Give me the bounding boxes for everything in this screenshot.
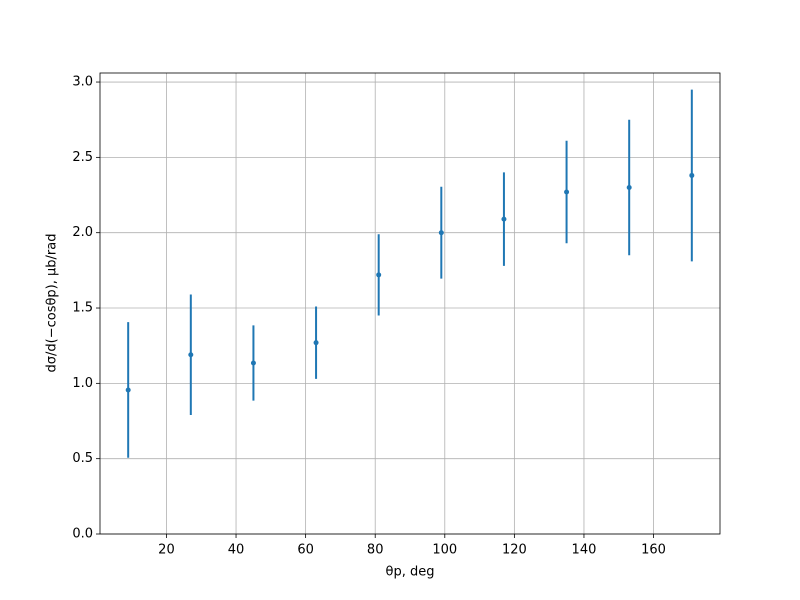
data-point — [125, 387, 131, 393]
data-point — [313, 340, 319, 346]
x-tick-label: 100 — [432, 543, 457, 558]
data-point — [188, 352, 194, 358]
x-tick-label: 160 — [641, 543, 666, 558]
y-tick-label: 0.5 — [72, 451, 93, 466]
y-tick-label: 2.0 — [72, 225, 93, 240]
x-tick-label: 40 — [228, 543, 245, 558]
y-tick-label: 1.5 — [72, 301, 93, 316]
data-point — [626, 184, 632, 190]
x-tick-label: 80 — [367, 543, 384, 558]
data-point — [689, 172, 695, 178]
data-point — [501, 216, 507, 222]
data-point — [376, 272, 382, 278]
data-point — [438, 230, 444, 236]
y-tick-label: 0.0 — [72, 527, 93, 542]
x-tick-label: 60 — [297, 543, 314, 558]
data-point — [564, 189, 570, 195]
x-axis-label: θp, deg — [386, 565, 435, 580]
x-tick-label: 140 — [572, 543, 597, 558]
x-tick-label: 120 — [502, 543, 527, 558]
x-tick-label: 20 — [158, 543, 175, 558]
y-tick-label: 3.0 — [72, 75, 93, 90]
y-tick-label: 1.0 — [72, 376, 93, 391]
data-point — [250, 360, 256, 366]
y-tick-label: 2.5 — [72, 150, 93, 165]
plot-frame — [99, 72, 721, 535]
y-axis-label: dσ/d(−cosθp), µb/rad — [45, 234, 60, 373]
